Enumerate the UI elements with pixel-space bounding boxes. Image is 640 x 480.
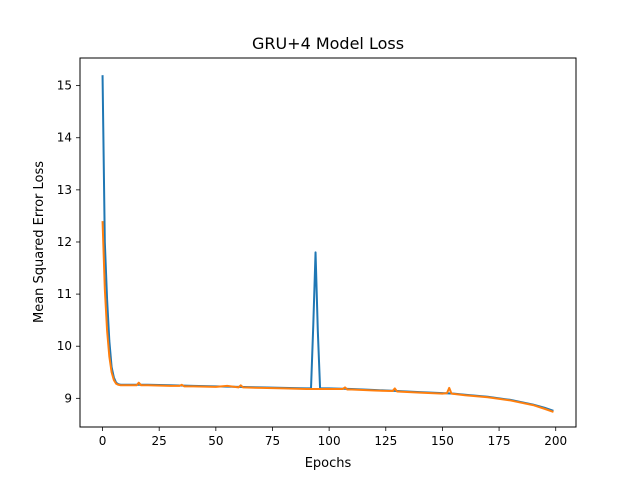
chart-title: GRU+4 Model Loss bbox=[252, 34, 404, 53]
y-tick-label: 12 bbox=[57, 235, 72, 249]
x-tick-label: 100 bbox=[318, 434, 341, 448]
y-tick-label: 15 bbox=[57, 79, 72, 93]
x-tick-label: 0 bbox=[99, 434, 107, 448]
x-tick-label: 25 bbox=[152, 434, 167, 448]
x-tick-label: 175 bbox=[488, 434, 511, 448]
y-axis-label: Mean Squared Error Loss bbox=[32, 161, 47, 323]
plot-lines bbox=[101, 75, 554, 413]
x-axis-label: Epochs bbox=[305, 456, 352, 471]
series-1-line bbox=[101, 75, 554, 412]
x-tick-label: 150 bbox=[431, 434, 454, 448]
y-tick-label: 13 bbox=[57, 183, 72, 197]
y-tick-label: 10 bbox=[57, 339, 72, 353]
x-tick-label: 125 bbox=[374, 434, 397, 448]
y-tick-label: 14 bbox=[57, 131, 72, 145]
x-tick-label: 50 bbox=[208, 434, 223, 448]
series-2-line bbox=[101, 221, 554, 413]
y-tick-label: 9 bbox=[64, 391, 72, 405]
axes-frame bbox=[79, 57, 577, 428]
x-axis-ticks: 0 25 50 75 100 125 150 175 200 bbox=[99, 427, 567, 448]
y-tick-label: 11 bbox=[57, 287, 72, 301]
x-tick-label: 200 bbox=[544, 434, 567, 448]
x-tick-label: 75 bbox=[265, 434, 280, 448]
y-axis-ticks: 9 10 11 12 13 14 15 bbox=[57, 79, 80, 405]
